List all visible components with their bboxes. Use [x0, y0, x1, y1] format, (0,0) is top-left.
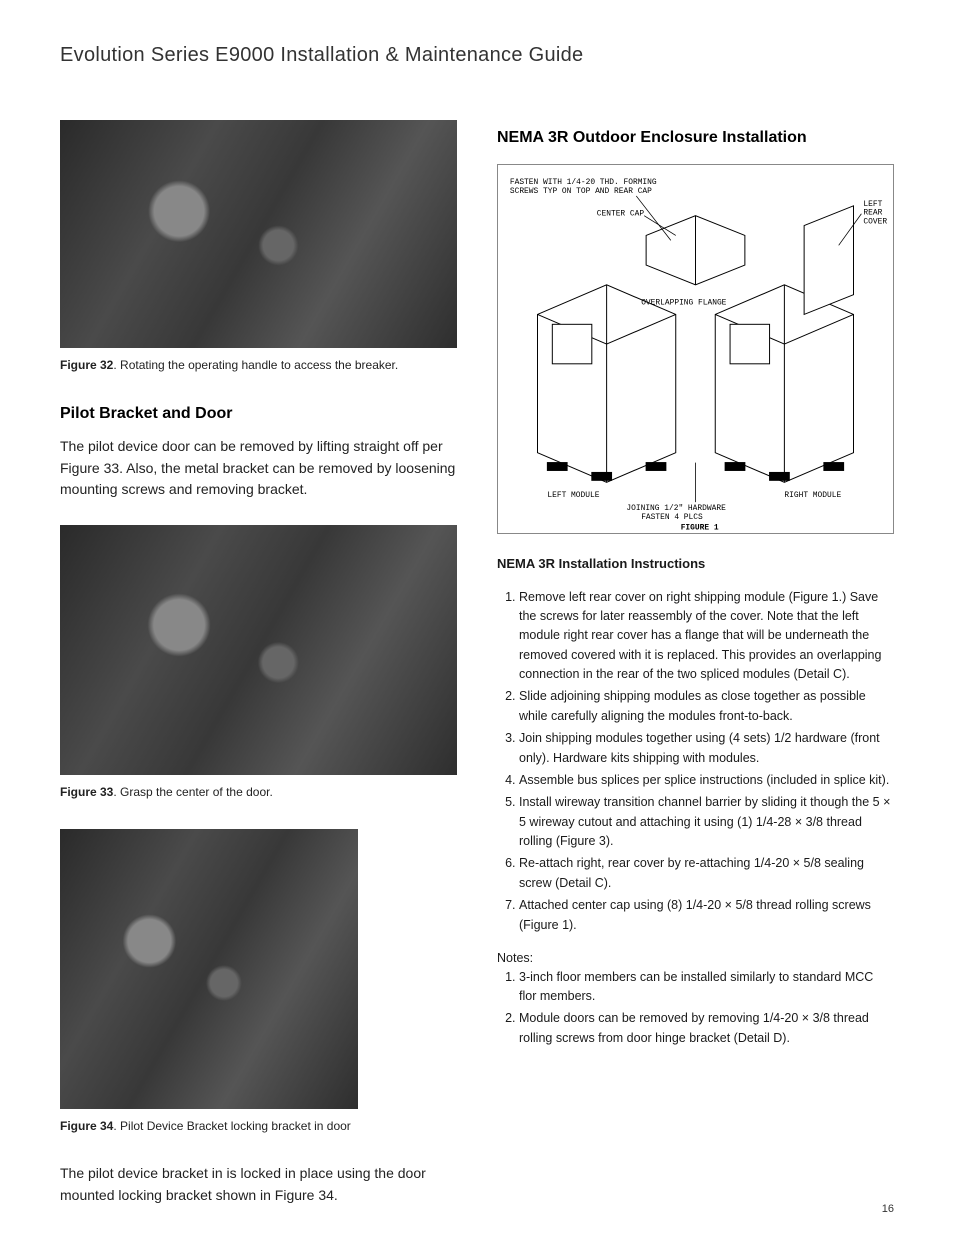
instruction-item: Remove left rear cover on right shipping… — [519, 588, 894, 685]
figure-32-label: Figure 32 — [60, 358, 113, 372]
notes-label: Notes: — [497, 949, 894, 968]
note-item: Module doors can be removed by removing … — [519, 1009, 894, 1048]
note-item: 3-inch floor members can be installed si… — [519, 968, 894, 1007]
two-column-layout: Figure 32. Rotating the operating handle… — [60, 120, 894, 1230]
figure-34-label: Figure 34 — [60, 1119, 113, 1133]
diagram-label-leftmod: LEFT MODULE — [547, 491, 599, 500]
pilot-bracket-paragraph: The pilot device door can be removed by … — [60, 436, 457, 501]
figure-32-image — [60, 120, 457, 348]
diagram-label-figure1: FIGURE 1 — [681, 524, 719, 533]
figure-34-caption-text: . Pilot Device Bracket locking bracket i… — [113, 1119, 350, 1133]
nema-diagram-svg: FASTEN WITH 1/4-20 THD. FORMING SCREWS T… — [498, 165, 893, 533]
instruction-item: Re-attach right, rear cover by re-attach… — [519, 854, 894, 893]
diagram-label-overlap: OVERLAPPING FLANGE — [641, 299, 726, 308]
nema-heading: NEMA 3R Outdoor Enclosure Installation — [497, 126, 894, 150]
notes-list: 3-inch floor members can be installed si… — [497, 968, 894, 1049]
diagram-label-join2: FASTEN 4 PLCS — [641, 513, 703, 522]
diagram-label-leftrear2: REAR — [863, 209, 882, 218]
page-number: 16 — [882, 1201, 894, 1218]
instruction-item: Attached center cap using (8) 1/4-20 × 5… — [519, 896, 894, 935]
figure-32-caption: Figure 32. Rotating the operating handle… — [60, 356, 457, 374]
right-column: NEMA 3R Outdoor Enclosure Installation — [497, 120, 894, 1230]
diagram-label-leftrear1: LEFT — [863, 200, 882, 209]
diagram-label-leftrear3: COVER — [863, 218, 887, 227]
figure-33-image — [60, 525, 457, 775]
nema-diagram: FASTEN WITH 1/4-20 THD. FORMING SCREWS T… — [497, 164, 894, 534]
diagram-label-join1: JOINING 1/2" HARDWARE — [626, 504, 726, 513]
figure-34-image — [60, 829, 358, 1109]
figure-34-caption: Figure 34. Pilot Device Bracket locking … — [60, 1117, 457, 1135]
closing-paragraph: The pilot device bracket in is locked in… — [60, 1163, 457, 1206]
instructions-list: Remove left rear cover on right shipping… — [497, 588, 894, 935]
instructions-heading: NEMA 3R Installation Instructions — [497, 554, 894, 574]
figure-33-label: Figure 33 — [60, 785, 113, 799]
pilot-bracket-heading: Pilot Bracket and Door — [60, 402, 457, 426]
page-header: Evolution Series E9000 Installation & Ma… — [60, 40, 894, 70]
figure-32-caption-text: . Rotating the operating handle to acces… — [113, 358, 398, 372]
diagram-label-fasten2: SCREWS TYP ON TOP AND REAR CAP — [510, 187, 652, 196]
figure-33-caption-text: . Grasp the center of the door. — [113, 785, 272, 799]
diagram-label-fasten: FASTEN WITH 1/4-20 THD. FORMING — [510, 178, 657, 187]
diagram-label-centercap: CENTER CAP — [597, 210, 645, 219]
instruction-item: Assemble bus splices per splice instruct… — [519, 771, 894, 790]
figure-33-caption: Figure 33. Grasp the center of the door. — [60, 783, 457, 801]
diagram-label-rightmod: RIGHT MODULE — [784, 491, 841, 500]
left-column: Figure 32. Rotating the operating handle… — [60, 120, 457, 1230]
instruction-item: Join shipping modules together using (4 … — [519, 729, 894, 768]
instruction-item: Slide adjoining shipping modules as clos… — [519, 687, 894, 726]
instruction-item: Install wireway transition channel barri… — [519, 793, 894, 851]
